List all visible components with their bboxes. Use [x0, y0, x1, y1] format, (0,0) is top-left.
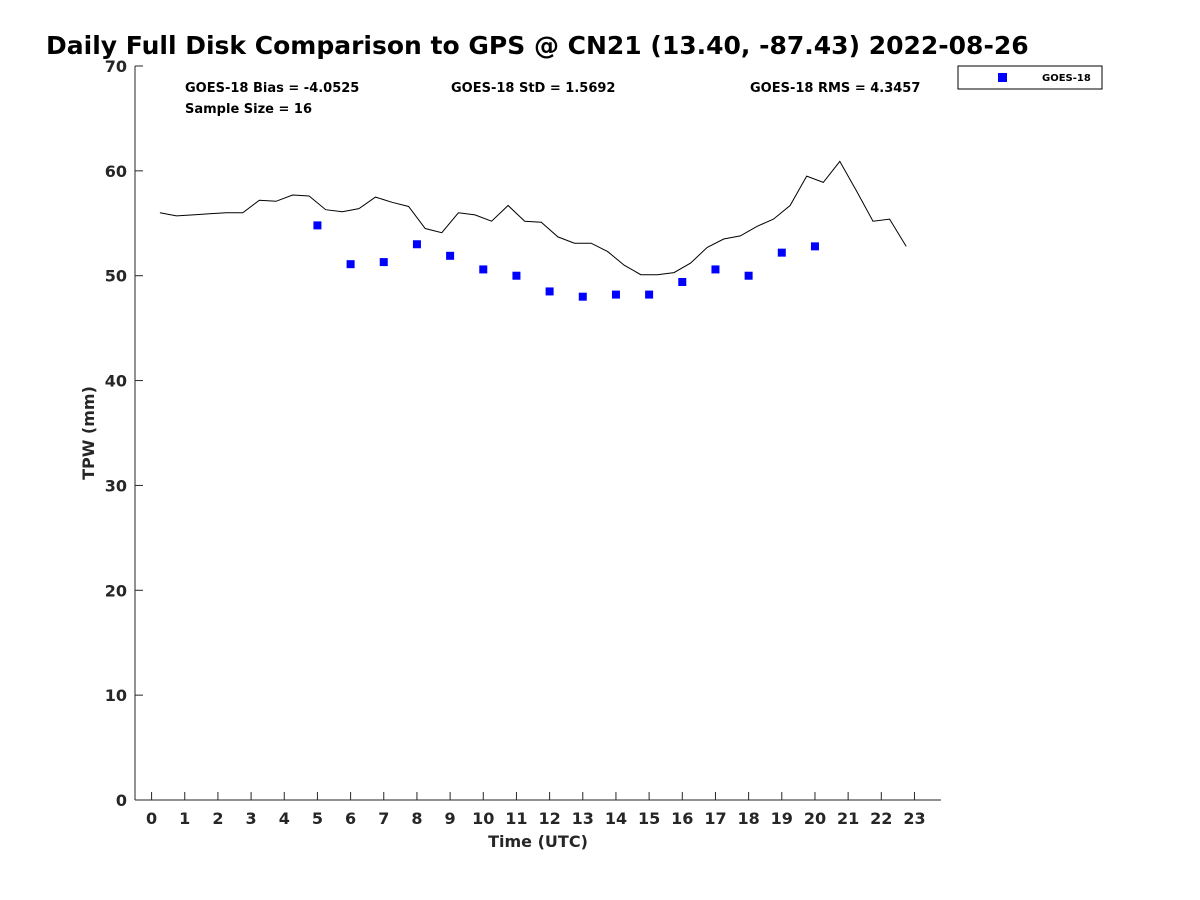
- goes-18-point: [446, 251, 455, 260]
- y-tick-label: 30: [105, 476, 127, 495]
- goes-18-point: [479, 265, 488, 274]
- x-tick-label: 7: [378, 809, 389, 828]
- goes-18-point: [810, 242, 819, 251]
- x-tick-label: 5: [312, 809, 323, 828]
- goes-18-point: [744, 271, 753, 280]
- legend-box: [957, 65, 1103, 90]
- y-tick-label: 20: [105, 581, 127, 600]
- x-tick-label: 1: [179, 809, 190, 828]
- x-tick-label: 13: [572, 809, 594, 828]
- gps-line-layer: [159, 160, 907, 276]
- goes-18-point: [412, 240, 421, 249]
- goes-18-point: [512, 271, 521, 280]
- goes-18-point: [611, 290, 620, 299]
- x-tick-label: 9: [445, 809, 456, 828]
- goes-18-point: [678, 278, 687, 287]
- x-tick-label: 8: [411, 809, 422, 828]
- stat-bias: GOES-18 Bias = -4.0525: [185, 81, 359, 96]
- x-tick-label: 16: [671, 809, 693, 828]
- x-tick-label: 4: [279, 809, 290, 828]
- y-tick-label: 60: [105, 162, 127, 181]
- x-tick-label: 2: [212, 809, 223, 828]
- y-tick-label: 70: [105, 57, 127, 76]
- goes-18-point: [313, 221, 322, 230]
- x-tick-label: 17: [704, 809, 726, 828]
- stat-rms: GOES-18 RMS = 4.3457: [750, 81, 920, 96]
- legend-marker-goes-18: [998, 73, 1007, 82]
- goes-18-point: [711, 265, 720, 274]
- x-tick-label: 0: [146, 809, 157, 828]
- goes-18-point: [777, 248, 786, 257]
- x-tick-label: 15: [638, 809, 660, 828]
- goes-18-point: [379, 258, 388, 267]
- x-tick-label: 14: [605, 809, 627, 828]
- y-tick-label: 10: [105, 686, 127, 705]
- legend-label-goes-18: GOES-18: [1042, 73, 1091, 84]
- chart-title: Daily Full Disk Comparison to GPS @ CN21…: [46, 31, 1029, 60]
- x-tick-label: 6: [345, 809, 356, 828]
- x-tick-label: 18: [737, 809, 759, 828]
- goes-18-point: [346, 260, 355, 269]
- x-tick-label: 19: [771, 809, 793, 828]
- y-tick-label: 50: [105, 267, 127, 286]
- goes-18-point: [545, 287, 554, 296]
- x-tick-label: 10: [472, 809, 494, 828]
- x-tick-label: 12: [538, 809, 560, 828]
- y-tick-label: 0: [116, 791, 127, 810]
- x-tick-label: 20: [804, 809, 826, 828]
- goes-18-point: [578, 292, 587, 301]
- legend: GOES-18: [957, 65, 1103, 90]
- gps-tpw-line: [159, 160, 907, 276]
- goes-points-layer: [313, 221, 819, 301]
- x-tick-label: 11: [505, 809, 527, 828]
- x-tick-label: 3: [246, 809, 257, 828]
- stat-sample-size: Sample Size = 16: [185, 102, 312, 117]
- y-axis-label: TPW (mm): [79, 386, 98, 480]
- x-tick-label: 23: [903, 809, 925, 828]
- y-tick-label: 40: [105, 372, 127, 391]
- stat-std: GOES-18 StD = 1.5692: [451, 81, 615, 96]
- x-tick-label: 21: [837, 809, 859, 828]
- x-axis-label: Time (UTC): [488, 832, 588, 851]
- x-tick-label: 22: [870, 809, 892, 828]
- goes-18-point: [645, 290, 654, 299]
